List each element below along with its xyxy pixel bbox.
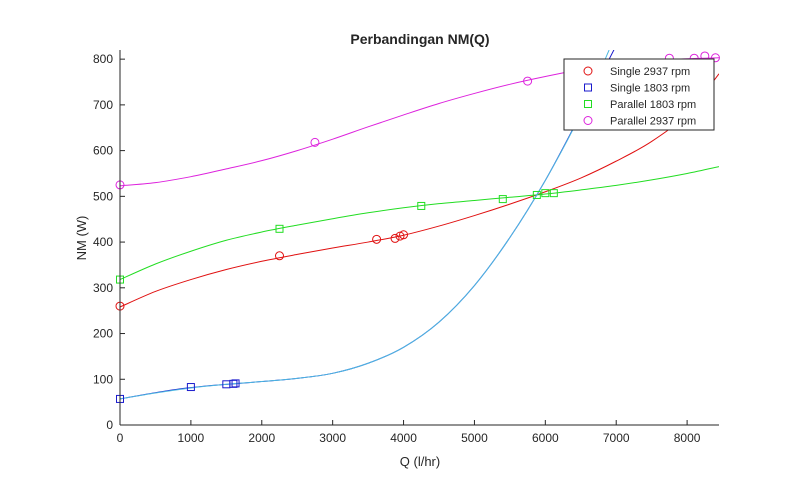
series-line-parallel-1803-rpm <box>120 166 719 281</box>
data-point-single-1803-rpm-1 <box>186 383 195 392</box>
axes: 0 1000 2000 3000 4000 5000 6000 7000 8000 0 100 200… <box>93 50 719 445</box>
y-tick-label-100: 100 <box>93 372 113 386</box>
legend-marker-single-2937-rpm <box>583 66 593 76</box>
y-tick-label-800: 800 <box>93 52 113 66</box>
y-tick-label-300: 300 <box>93 281 113 295</box>
y-tick-label-700: 700 <box>93 98 113 112</box>
series-line-single-2937-rpm <box>120 73 719 308</box>
data-point-parallel-1803-rpm-5 <box>541 189 550 198</box>
data-point-parallel-1803-rpm-6 <box>549 189 558 198</box>
legend-label-single-1803-rpm: Single 1803 rpm <box>610 83 690 95</box>
y-tick-label-200: 200 <box>93 327 113 341</box>
legend-label-parallel-2937-rpm: Parallel 2937 rpm <box>610 116 696 128</box>
data-point-parallel-1803-rpm-2 <box>417 201 426 210</box>
x-tick-label-6000: 6000 <box>532 431 559 445</box>
y-tick-label-400: 400 <box>93 235 113 249</box>
data-point-single-2937-rpm-3 <box>390 233 400 243</box>
x-tick-label-5000: 5000 <box>461 431 488 445</box>
legend-label-parallel-1803-rpm: Parallel 1803 rpm <box>610 99 696 111</box>
data-point-parallel-1803-rpm-1 <box>275 224 284 233</box>
data-point-parallel-2937-rpm-1 <box>310 137 320 147</box>
y-tick-label-500: 500 <box>93 189 113 203</box>
legend-marker-single-1803-rpm <box>584 83 592 92</box>
legend-marker-parallel-1803-rpm <box>584 100 592 108</box>
series-line-fit-4 <box>120 50 610 400</box>
x-tick-label-1000: 1000 <box>178 431 205 445</box>
data-point-single-1803-rpm-4 <box>231 379 240 388</box>
data-point-parallel-2937-rpm-2 <box>523 76 533 86</box>
data-point-single-2937-rpm-5 <box>399 230 409 240</box>
x-tick-label-4000: 4000 <box>390 431 417 445</box>
legend: Single 2937 rpm Single 1803 rpm Parallel 1… <box>563 58 715 131</box>
x-axis-label: Q (l/hr) <box>400 454 440 469</box>
y-tick-label-0: 0 <box>106 418 113 432</box>
y-tick-label-600: 600 <box>93 144 113 158</box>
x-tick-label-3000: 3000 <box>319 431 346 445</box>
legend-label-single-2937-rpm: Single 2937 rpm <box>610 66 690 78</box>
x-tick-label-8000: 8000 <box>674 431 701 445</box>
data-point-parallel-1803-rpm-3 <box>498 195 507 204</box>
series-markers <box>115 51 720 403</box>
x-tick-label-7000: 7000 <box>603 431 630 445</box>
x-tick-label-2000: 2000 <box>248 431 275 445</box>
y-axis-label: NM (W) <box>74 216 89 261</box>
chart-title: Perbandingan NM(Q) <box>350 31 489 47</box>
series-curves <box>120 50 719 400</box>
legend-box <box>563 58 715 131</box>
data-point-parallel-2937-rpm-6 <box>710 53 720 63</box>
data-point-single-2937-rpm-1 <box>274 251 284 261</box>
legend-marker-parallel-2937-rpm <box>583 116 593 125</box>
data-point-single-2937-rpm-2 <box>372 234 382 244</box>
data-point-parallel-1803-rpm-4 <box>532 190 541 199</box>
x-tick-label-0: 0 <box>117 431 124 445</box>
